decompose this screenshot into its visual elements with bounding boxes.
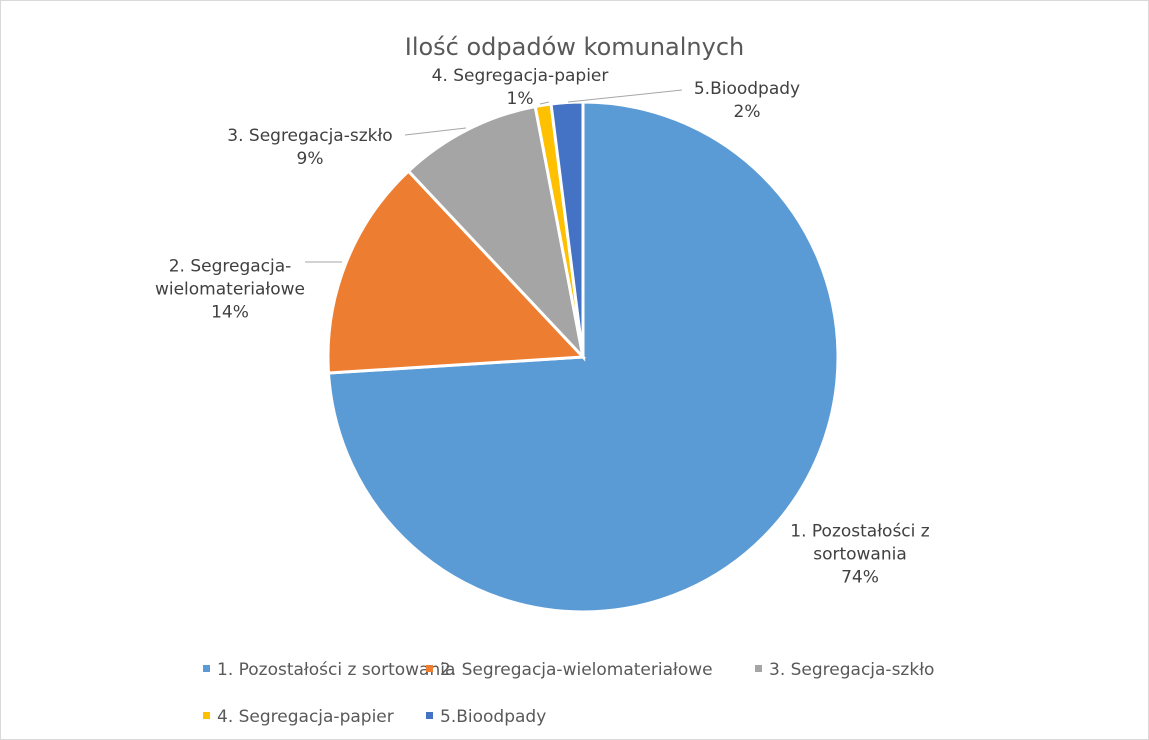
data-label-name: 4. Segregacja-papier xyxy=(431,66,609,86)
pie-slice xyxy=(326,168,587,375)
data-label-name: 3. Segregacja-szkło xyxy=(227,126,393,146)
legend-marker xyxy=(203,712,210,719)
chart-title: Ilość odpadów komunalnych xyxy=(404,33,745,61)
legend-marker xyxy=(426,665,433,672)
data-label-name: 2. Segregacja-wielomateriałowe xyxy=(154,256,306,300)
legend-marker xyxy=(203,665,210,672)
data-label: 1. Pozostałości z sortowania 74% xyxy=(765,521,955,590)
legend-item: 2. Segregacja-wielomateriałowe xyxy=(426,660,713,680)
legend-item: 1. Pozostałości z sortowania xyxy=(203,660,455,680)
legend-item: 5.Bioodpady xyxy=(426,707,546,727)
data-label-name: 5.Bioodpady xyxy=(693,79,801,99)
data-label-value: 1% xyxy=(506,89,534,109)
data-label: 5.Bioodpady 2% xyxy=(667,78,827,124)
legend-marker xyxy=(426,712,433,719)
legend-label: 2. Segregacja-wielomateriałowe xyxy=(440,660,713,680)
data-label: 3. Segregacja-szkło 9% xyxy=(200,125,420,171)
legend-label: 1. Pozostałości z sortowania xyxy=(217,660,456,680)
leader-line xyxy=(567,89,683,103)
data-label: 4. Segregacja-papier 1% xyxy=(410,65,630,111)
legend-label: 3. Segregacja-szkło xyxy=(769,660,935,680)
leader-line xyxy=(404,127,467,136)
data-label-value: 2% xyxy=(733,102,761,122)
data-label-name: 1. Pozostałości z sortowania xyxy=(790,521,930,565)
data-label-value: 74% xyxy=(841,567,879,588)
legend-marker xyxy=(755,665,762,672)
data-label-value: 14% xyxy=(211,302,249,323)
pie-slice xyxy=(549,100,585,358)
legend-label: 4. Segregacja-papier xyxy=(217,707,394,727)
pie-slice xyxy=(406,104,586,362)
legend-item: 3. Segregacja-szkło xyxy=(755,660,934,680)
legend-label: 5.Bioodpady xyxy=(440,707,547,727)
legend-item: 4. Segregacja-papier xyxy=(203,707,394,727)
data-label: 2. Segregacja-wielomateriałowe 14% xyxy=(150,256,310,325)
data-label-value: 9% xyxy=(296,149,324,169)
leader-line xyxy=(539,101,550,105)
